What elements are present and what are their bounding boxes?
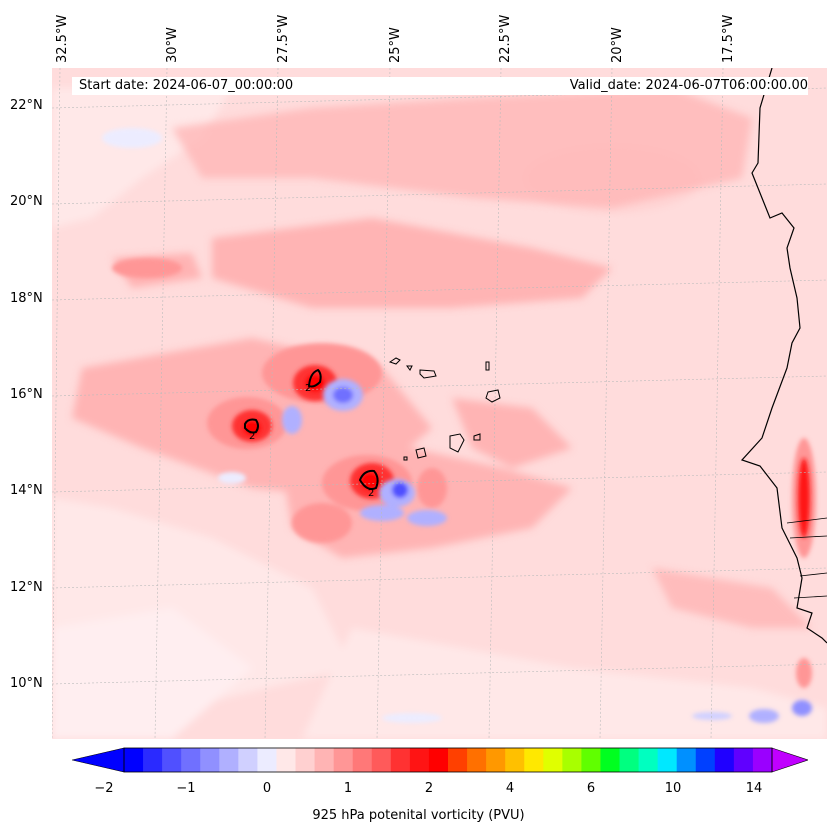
colorbar-segment: [581, 748, 601, 772]
colorbar-frame: [123, 747, 773, 773]
colorbar-segment: [657, 748, 678, 772]
lat-label-22n: 22°N: [10, 98, 43, 113]
colorbar-tick: 0: [262, 781, 272, 796]
lon-label-20w: 20°W: [610, 27, 625, 63]
lat-label-20n: 20°N: [10, 194, 43, 209]
colorbar-segment: [638, 748, 659, 772]
colorbar-segment: [695, 748, 716, 772]
lat-label-10n: 10°N: [10, 676, 43, 691]
colorbar-segments: [124, 748, 773, 772]
lat-label-12n: 12°N: [10, 580, 43, 595]
pv-2-contours: [244, 368, 379, 490]
lat-label-16n: 16°N: [10, 387, 43, 402]
lon-label-22-5w: 22.5°W: [498, 14, 513, 63]
colorbar-segment: [219, 748, 239, 772]
lon-label-30w: 30°W: [165, 27, 180, 63]
colorbar-tick: 14: [745, 781, 763, 796]
colorbar-segment: [314, 748, 335, 772]
colorbar-segment: [562, 748, 582, 772]
colorbar-segment: [524, 748, 544, 772]
colorbar-segment: [238, 748, 258, 772]
lat-label-18n: 18°N: [10, 291, 43, 306]
colorbar-segment: [181, 748, 201, 772]
colorbar-segment: [409, 748, 430, 772]
colorbar-segment: [257, 748, 277, 772]
lon-label-17-5w: 17.5°W: [721, 14, 736, 63]
colorbar: [72, 747, 808, 773]
colorbar-segment: [390, 748, 411, 772]
colorbar-segment: [714, 748, 735, 772]
colorbar-segment: [543, 748, 563, 772]
colorbar-segment: [676, 748, 697, 772]
map-panel[interactable]: 2 2 2: [52, 68, 827, 739]
colorbar-segment: [333, 748, 354, 772]
lat-label-14n: 14°N: [10, 483, 43, 498]
colorbar-segment: [124, 748, 144, 772]
colorbar-segment: [486, 748, 506, 772]
pv-negative-regions: [102, 128, 812, 723]
pv-field-map: 2 2 2: [52, 68, 827, 739]
contour-label-north: 2: [305, 383, 311, 394]
colorbar-segment: [200, 748, 220, 772]
colorbar-segment: [505, 748, 525, 772]
colorbar-segment: [733, 748, 754, 772]
lon-label-27-5w: 27.5°W: [276, 14, 291, 63]
colorbar-tick: 1: [343, 781, 353, 796]
colorbar-segment: [143, 748, 163, 772]
colorbar-segment: [295, 748, 316, 772]
colorbar-segment: [619, 748, 640, 772]
colorbar-min-arrow: [72, 747, 125, 773]
colorbar-tick: 10: [664, 781, 682, 796]
colorbar-tick: 6: [586, 781, 596, 796]
colorbar-segment: [428, 748, 449, 772]
contour-label-south: 2: [368, 488, 374, 499]
cape-verde-islands: [388, 357, 501, 461]
colorbar-segment: [448, 748, 468, 772]
colorbar-tick: −1: [176, 781, 196, 796]
colorbar-tick: 4: [505, 781, 515, 796]
gambia-border: [786, 517, 827, 599]
header-box: [72, 77, 808, 95]
colorbar-segment: [276, 748, 297, 772]
colorbar-max-arrow: [771, 747, 808, 773]
lon-label-32-5w: 32.5°W: [55, 14, 70, 63]
colorbar-tick: 2: [424, 781, 434, 796]
colorbar-segment: [162, 748, 182, 772]
contour-label-west: 2: [249, 431, 255, 442]
start-date-label: Start date: 2024-06-07_00:00:00: [79, 78, 294, 93]
colorbar-segment: [352, 748, 373, 772]
valid-date-label: Valid_date: 2024-06-07T06:00:00.00: [569, 78, 808, 93]
colorbar-segment: [752, 748, 773, 772]
pv-high-regions: [112, 258, 816, 688]
lon-label-25w: 25°W: [388, 27, 403, 63]
colorbar-label: 925 hPa potenital vorticity (PVU): [312, 808, 525, 823]
colorbar-segment: [600, 748, 621, 772]
colorbar-segment: [467, 748, 487, 772]
colorbar-tick: −2: [94, 781, 114, 796]
colorbar-segment: [371, 748, 392, 772]
